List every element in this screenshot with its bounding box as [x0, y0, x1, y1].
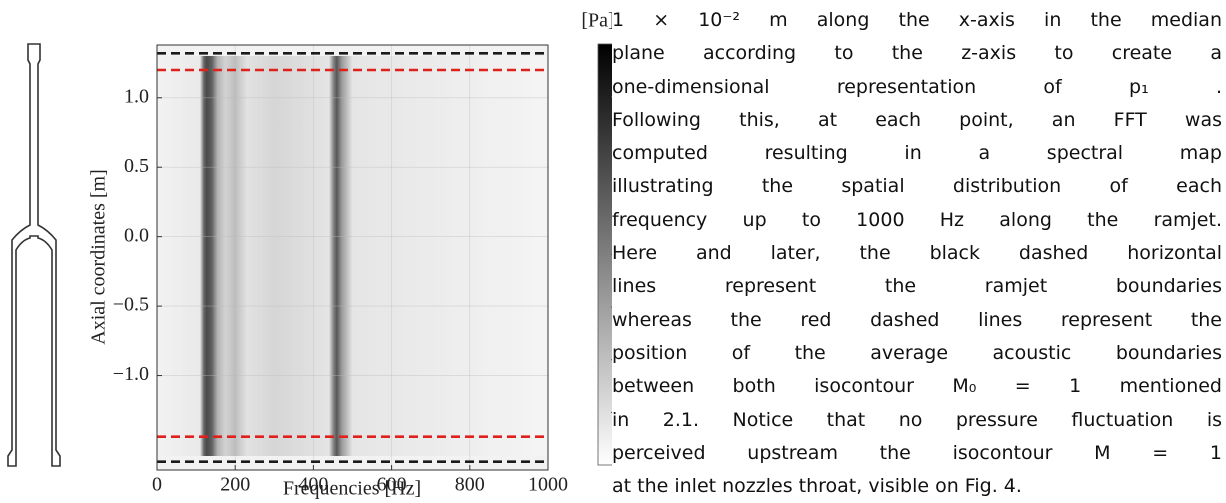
y-tick-label: 0.0 — [124, 224, 149, 246]
y-axis-label: Axial coordinates [m] — [88, 169, 110, 345]
text-line: position of the average acoustic boundar… — [612, 341, 1222, 364]
spectral-fade — [157, 56, 548, 456]
text-line: perceived upstream the isocontour M = 1 — [612, 441, 1222, 464]
text-line: frequency up to 1000 Hz along the ramjet… — [612, 208, 1222, 231]
text-line: Here and later, the black dashed horizon… — [612, 242, 1222, 265]
text-line: whereas the red dashed lines represent t… — [612, 308, 1222, 331]
spectral-map — [157, 56, 548, 456]
x-tick-label: 0 — [152, 474, 162, 496]
text-line: 1 × 10⁻² m along the x-axis in the media… — [612, 9, 1222, 31]
text-line: one-dimensional representation of p₁ . — [612, 75, 1222, 98]
x-tick-label: 200 — [220, 474, 250, 496]
colorbar — [597, 43, 612, 466]
text-line: Following this, at each point, an FFT wa… — [612, 108, 1222, 131]
colorbar-label: [Pa] — [581, 10, 612, 32]
text-line: computed resulting in a spectral map — [612, 142, 1222, 165]
text-line: at the inlet nozzles throat, visible on … — [612, 475, 1022, 498]
paragraph: 1 × 10⁻² m along the x-axis in the media… — [612, 4, 1222, 503]
x-tick-label: 1000 — [528, 474, 568, 496]
ramjet-outline — [7, 43, 61, 467]
x-tick-label: 400 — [298, 474, 328, 496]
y-tick-label: 1.0 — [124, 85, 149, 107]
y-tick-label: 0.5 — [124, 155, 149, 177]
figure: 02004006008001000−1.0−0.50.00.51.0500100… — [7, 10, 612, 500]
text-line: lines represent the ramjet boundaries — [612, 275, 1222, 298]
text-line: illustrating the spatial distribution of… — [612, 175, 1222, 198]
y-tick-label: −0.5 — [113, 294, 149, 316]
text-line: in 2.1. Notice that no pressure fluctuat… — [612, 408, 1222, 431]
x-tick-label: 800 — [455, 474, 485, 496]
y-tick-label: −1.0 — [113, 363, 149, 385]
x-axis-label: Frequencies [Hz] — [283, 478, 421, 500]
plot-frame — [156, 44, 549, 471]
text-line: plane according to the z-axis to create … — [612, 42, 1222, 65]
x-tick-label: 600 — [377, 474, 407, 496]
text-line: between both isocontour M₀ = 1 mentioned — [612, 375, 1222, 398]
